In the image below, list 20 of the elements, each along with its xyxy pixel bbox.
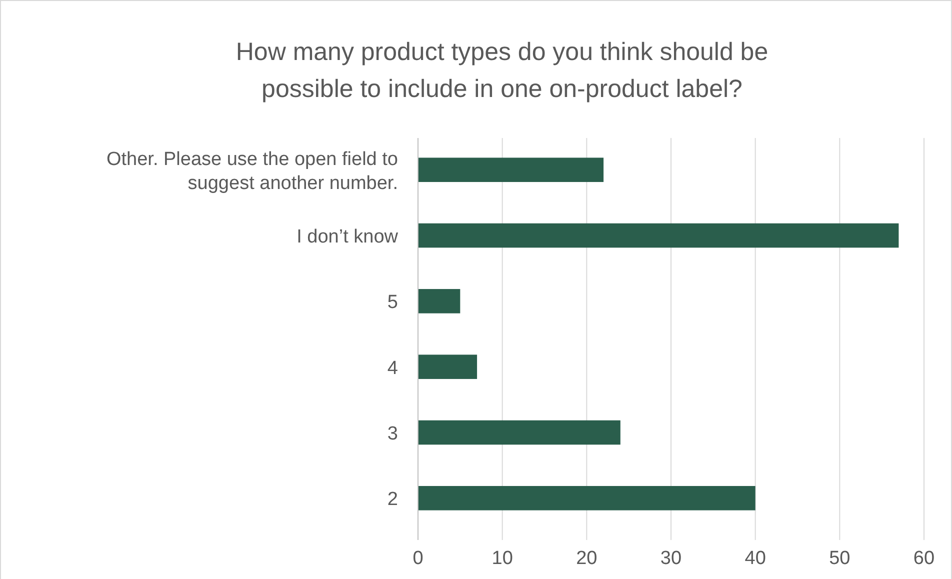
- bar: [418, 420, 620, 445]
- bar: [418, 354, 478, 379]
- x-tick-label: 30: [660, 548, 682, 569]
- bar: [418, 158, 604, 182]
- y-tick-label: I don’t know: [296, 226, 398, 248]
- x-tick-label: 20: [576, 548, 598, 569]
- x-tick-label: 50: [829, 548, 850, 569]
- bar: [418, 486, 756, 510]
- bar: [418, 223, 899, 248]
- y-tick-label: 2: [387, 489, 398, 510]
- x-tick-label: 10: [492, 548, 513, 569]
- x-tick-label: 0: [412, 548, 424, 569]
- y-tick-label: 4: [387, 358, 398, 379]
- x-tick-label: 60: [913, 548, 935, 569]
- y-tick-label: Other. Please use the open field to suggest another number.: [106, 148, 398, 194]
- chart-title: How many product types do you think should be possible to include in one on-product label?: [236, 38, 768, 103]
- y-tick-label: 3: [387, 423, 398, 444]
- bar: [418, 289, 460, 314]
- x-tick-label: 40: [744, 548, 766, 569]
- y-tick-label: 5: [387, 292, 398, 314]
